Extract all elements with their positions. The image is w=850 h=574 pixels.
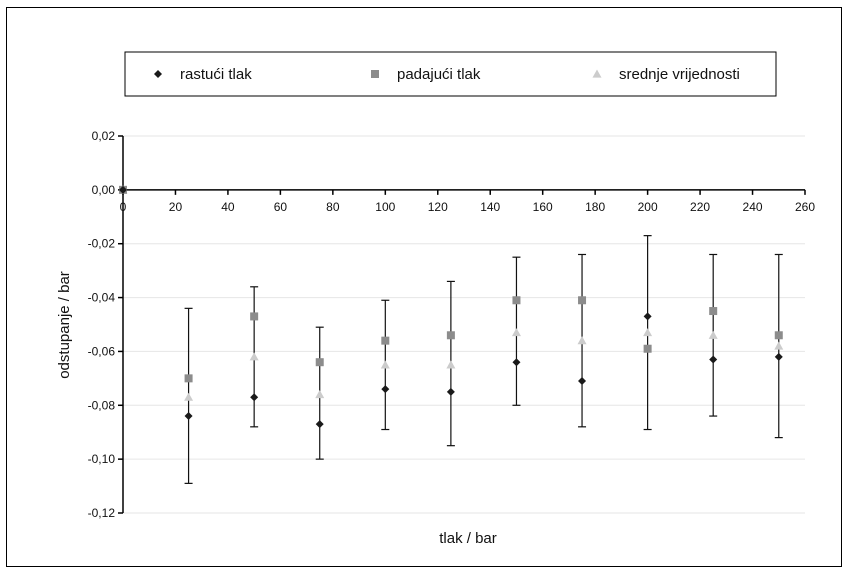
y-tick-label: -0,12 [88, 506, 116, 520]
x-tick-label: 0 [120, 200, 127, 214]
axes: 0,02 0,00 -0,02 -0,04 -0,06 -0,08 -0,10 -0,12 0 2… [88, 129, 816, 520]
legend-marker [371, 70, 379, 78]
data-point [184, 374, 193, 383]
data-point [512, 358, 521, 367]
x-tick-label: 220 [690, 200, 710, 214]
data-point [578, 377, 587, 386]
legend-label: srednje vrijednosti [619, 66, 740, 83]
error-bars [184, 235, 783, 484]
data-point [511, 328, 521, 337]
x-tick-label: 140 [480, 200, 500, 214]
legend: rastući tlak padajući tlak srednje vrijedn… [124, 51, 777, 97]
data-point [709, 355, 718, 364]
x-tick-label: 120 [428, 200, 448, 214]
data-point [250, 312, 259, 321]
x-tick-label: 60 [274, 200, 288, 214]
y-tick-label: 0,02 [92, 129, 116, 143]
data-point [381, 336, 390, 345]
y-axis-label: odstupanje / bar [56, 271, 73, 379]
data-markers [118, 185, 784, 429]
x-tick-label: 200 [638, 200, 658, 214]
legend-marker [154, 70, 162, 78]
data-point [119, 185, 127, 194]
x-tick-label: 40 [221, 200, 235, 214]
data-point [380, 360, 390, 369]
y-tick-label: 0,00 [92, 183, 116, 197]
data-point [643, 312, 652, 321]
data-point [774, 341, 784, 350]
data-point [577, 336, 587, 345]
data-point [446, 387, 455, 396]
gridlines [123, 135, 805, 514]
data-point [315, 390, 325, 399]
data-point [774, 331, 783, 340]
data-point [315, 420, 324, 429]
x-tick-label: 160 [533, 200, 553, 214]
x-tick-label: 100 [375, 200, 395, 214]
data-point [184, 412, 193, 421]
y-tick-label: -0,08 [88, 398, 116, 412]
data-point [578, 296, 587, 305]
x-tick-label: 80 [326, 200, 340, 214]
legend-marker [592, 69, 602, 78]
x-tick-label: 20 [169, 200, 183, 214]
data-point [249, 352, 259, 361]
legend-label: rastući tlak [180, 66, 252, 83]
x-tick-label: 240 [743, 200, 763, 214]
legend-box [124, 51, 777, 97]
chart-frame [6, 7, 842, 567]
x-tick-label: 260 [795, 200, 815, 214]
data-point [643, 344, 652, 353]
y-tick-label: -0,06 [88, 344, 116, 358]
data-point [643, 328, 653, 337]
data-point [250, 393, 259, 402]
data-point [774, 352, 783, 361]
y-tick-label: -0,02 [88, 237, 116, 251]
data-point [512, 296, 521, 305]
data-point [446, 360, 456, 369]
data-point [381, 385, 390, 394]
data-point [446, 331, 455, 340]
x-axis-label: tlak / bar [439, 530, 497, 547]
data-point [708, 330, 718, 339]
data-point [709, 307, 718, 316]
data-point [184, 392, 194, 401]
data-point [315, 358, 324, 367]
y-tick-label: -0,04 [88, 291, 116, 305]
y-tick-label: -0,10 [88, 452, 116, 466]
legend-label: padajući tlak [397, 66, 481, 83]
x-tick-label: 180 [585, 200, 605, 214]
